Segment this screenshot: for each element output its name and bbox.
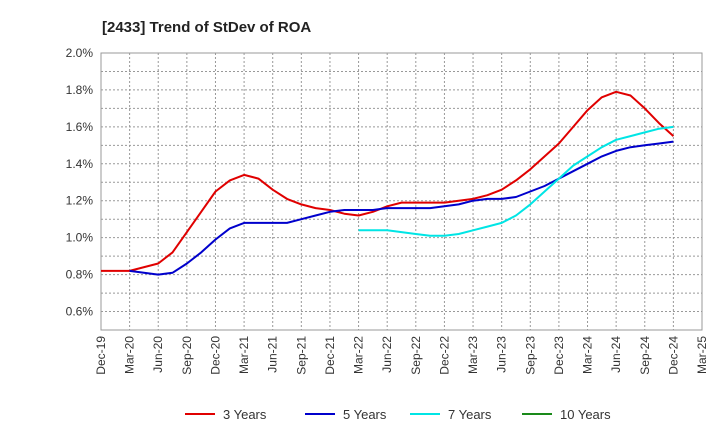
x-tick-label: Dec-19: [94, 336, 108, 375]
chart-title: [2433] Trend of StDev of ROA: [102, 19, 311, 36]
x-tick-label: Mar-25: [695, 336, 709, 374]
x-tick-label: Mar-24: [581, 336, 595, 374]
y-tick-label: 0.6%: [66, 305, 94, 319]
x-tick-label: Jun-21: [266, 336, 280, 373]
x-tick-label: Sep-21: [294, 336, 308, 375]
x-tick-label: Jun-20: [151, 336, 165, 373]
x-tick-label: Mar-21: [237, 336, 251, 374]
y-tick-label: 1.0%: [66, 231, 94, 245]
x-tick-label: Mar-20: [123, 336, 137, 374]
x-tick-label: Dec-23: [552, 336, 566, 375]
legend: 3 Years 5 Years 7 Years 10 Years: [185, 407, 611, 422]
plot-area: [100, 52, 703, 331]
y-tick-label: 1.8%: [66, 83, 94, 97]
x-tick-label: Sep-22: [409, 336, 423, 375]
x-tick-label: Mar-23: [466, 336, 480, 374]
x-tick-label: Dec-21: [323, 336, 337, 375]
x-tick-label: Dec-20: [208, 336, 222, 375]
x-tick-label: Dec-22: [437, 336, 451, 375]
legend-label: 5 Years: [343, 407, 387, 422]
x-tick-label: Jun-24: [609, 336, 623, 373]
legend-label: 7 Years: [448, 407, 492, 422]
series-line-3-years: [101, 90, 675, 272]
x-tick-label: Sep-24: [638, 336, 652, 375]
legend-label: 10 Years: [560, 407, 611, 422]
x-tick-label: Sep-20: [180, 336, 194, 375]
x-tick-label: Dec-24: [666, 336, 680, 375]
series-line-5-years: [129, 140, 674, 276]
x-tick-label: Jun-23: [495, 336, 509, 373]
series-line-7-years: [358, 125, 674, 237]
y-tick-label: 1.4%: [66, 157, 94, 171]
grid-lines: [101, 53, 702, 330]
x-tick-label: Sep-23: [523, 336, 537, 375]
y-tick-label: 1.6%: [66, 120, 94, 134]
y-tick-label: 1.2%: [66, 194, 94, 208]
series-lines: [101, 90, 675, 276]
x-tick-label: Jun-22: [380, 336, 394, 373]
legend-label: 3 Years: [223, 407, 267, 422]
x-axis-ticks: Dec-19 Mar-20 Jun-20 Sep-20 Dec-20 Mar-21 Jun-…: [94, 336, 709, 375]
x-tick-label: Mar-22: [352, 336, 366, 374]
y-axis-ticks: 0.6% 0.8% 1.0% 1.2% 1.4% 1.6% 1.8% 2.0%: [66, 46, 94, 319]
y-tick-label: 2.0%: [66, 46, 94, 60]
y-tick-label: 0.8%: [66, 268, 94, 282]
